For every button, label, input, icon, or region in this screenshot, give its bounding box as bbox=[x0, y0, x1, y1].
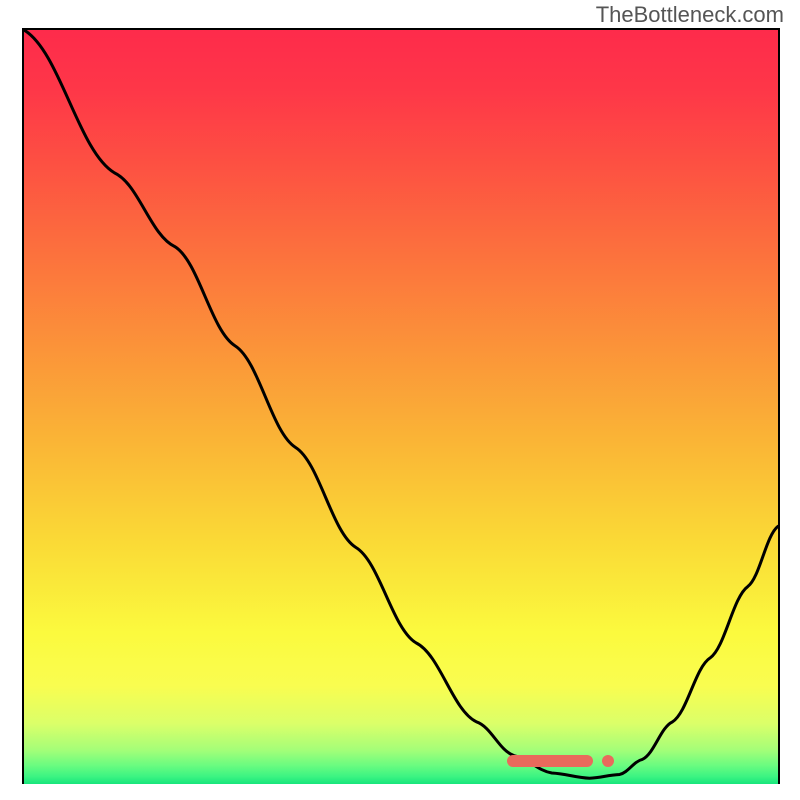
chart-series-line bbox=[24, 30, 778, 782]
watermark-text: TheBottleneck.com bbox=[596, 2, 784, 28]
chart-frame bbox=[22, 28, 780, 784]
optimal-range-marker bbox=[507, 755, 594, 767]
